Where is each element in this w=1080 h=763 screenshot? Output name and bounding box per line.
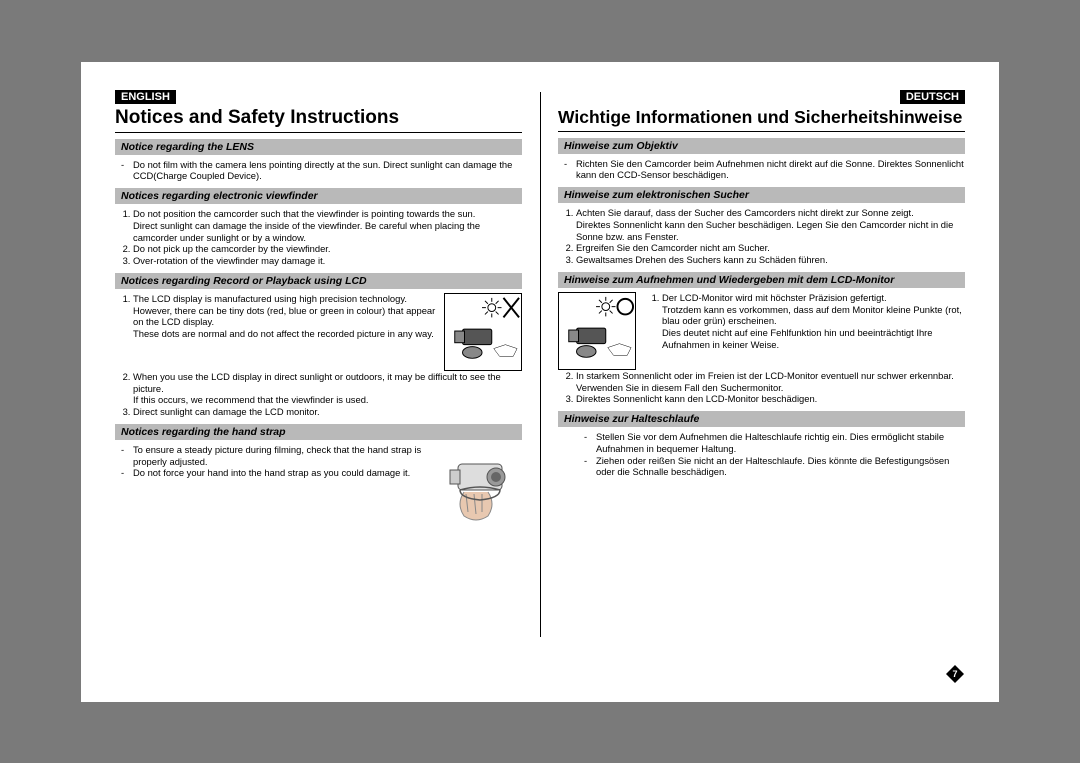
list-item: The LCD display is manufactured using hi… bbox=[133, 293, 436, 340]
list-item: Direct sunlight can damage the LCD monit… bbox=[133, 406, 522, 418]
two-column-layout: ENGLISH Notices and Safety Instructions … bbox=[115, 90, 965, 682]
section-viewfinder-body-en: Do not position the camcorder such that … bbox=[115, 208, 522, 267]
list-item: Der LCD-Monitor wird mit höchster Präzis… bbox=[662, 292, 965, 351]
list-item: Ergreifen Sie den Camcorder nicht am Suc… bbox=[576, 242, 965, 254]
lang-label-deutsch: DEUTSCH bbox=[900, 90, 965, 104]
svg-text:7: 7 bbox=[952, 669, 957, 679]
list-item: In starkem Sonnenlicht oder im Freien is… bbox=[576, 370, 965, 394]
section-lens-de: Hinweise zum Objektiv bbox=[558, 138, 965, 154]
section-lcd-body-en: The LCD display is manufactured using hi… bbox=[115, 293, 522, 418]
section-strap-body-de: Stellen Sie vor dem Aufnehmen die Haltes… bbox=[558, 431, 965, 478]
page-title-de: Wichtige Informationen und Sicherheitshi… bbox=[558, 107, 965, 132]
list-item: Direktes Sonnenlicht kann den LCD-Monito… bbox=[576, 393, 965, 405]
list-item: Do not film with the camera lens pointin… bbox=[119, 159, 522, 183]
list-item: Stellen Sie vor dem Aufnehmen die Haltes… bbox=[582, 431, 965, 455]
manual-page: ENGLISH Notices and Safety Instructions … bbox=[81, 62, 999, 702]
list-item: Richten Sie den Camcorder beim Aufnehmen… bbox=[562, 158, 965, 182]
section-strap-en: Notices regarding the hand strap bbox=[115, 424, 522, 440]
hand-strap-icon bbox=[444, 444, 522, 532]
section-viewfinder-de: Hinweise zum elektronischen Sucher bbox=[558, 187, 965, 203]
page-number: 7 bbox=[945, 664, 965, 684]
list-item: Do not pick up the camcorder by the view… bbox=[133, 243, 522, 255]
list-item: Do not position the camcorder such that … bbox=[133, 208, 522, 243]
section-strap-body-en: To ensure a steady picture during filmin… bbox=[115, 444, 522, 532]
deutsch-column: DEUTSCH Wichtige Informationen und Siche… bbox=[540, 90, 965, 682]
list-item: Ziehen oder reißen Sie nicht an der Halt… bbox=[582, 455, 965, 479]
list-item: Gewaltsames Drehen des Suchers kann zu S… bbox=[576, 254, 965, 266]
hand-strap-illustration bbox=[444, 444, 522, 532]
section-viewfinder-body-de: Achten Sie darauf, dass der Sucher des C… bbox=[558, 207, 965, 266]
sunlight-icon bbox=[445, 294, 521, 370]
list-item: Over-rotation of the viewfinder may dama… bbox=[133, 255, 522, 267]
english-column: ENGLISH Notices and Safety Instructions … bbox=[115, 90, 540, 682]
list-item: When you use the LCD display in direct s… bbox=[133, 371, 522, 406]
list-item: Do not force your hand into the hand str… bbox=[119, 467, 436, 479]
sunlight-icon bbox=[559, 293, 635, 369]
list-item: To ensure a steady picture during filmin… bbox=[119, 444, 436, 468]
section-lens-body-de: Richten Sie den Camcorder beim Aufnehmen… bbox=[558, 158, 965, 182]
section-strap-de: Hinweise zur Halteschlaufe bbox=[558, 411, 965, 427]
lang-label-english: ENGLISH bbox=[115, 90, 176, 104]
sunlight-lcd-illustration bbox=[444, 293, 522, 371]
section-lens-body-en: Do not film with the camera lens pointin… bbox=[115, 159, 522, 183]
page-title-en: Notices and Safety Instructions bbox=[115, 107, 522, 133]
list-item: Achten Sie darauf, dass der Sucher des C… bbox=[576, 207, 965, 242]
section-lcd-en: Notices regarding Record or Playback usi… bbox=[115, 273, 522, 289]
section-lcd-body-de: Der LCD-Monitor wird mit höchster Präzis… bbox=[558, 292, 965, 405]
section-lcd-de: Hinweise zum Aufnehmen und Wiedergeben m… bbox=[558, 272, 965, 288]
sunlight-lcd-illustration-de bbox=[558, 292, 636, 370]
section-lens-en: Notice regarding the LENS bbox=[115, 139, 522, 155]
section-viewfinder-en: Notices regarding electronic viewfinder bbox=[115, 188, 522, 204]
